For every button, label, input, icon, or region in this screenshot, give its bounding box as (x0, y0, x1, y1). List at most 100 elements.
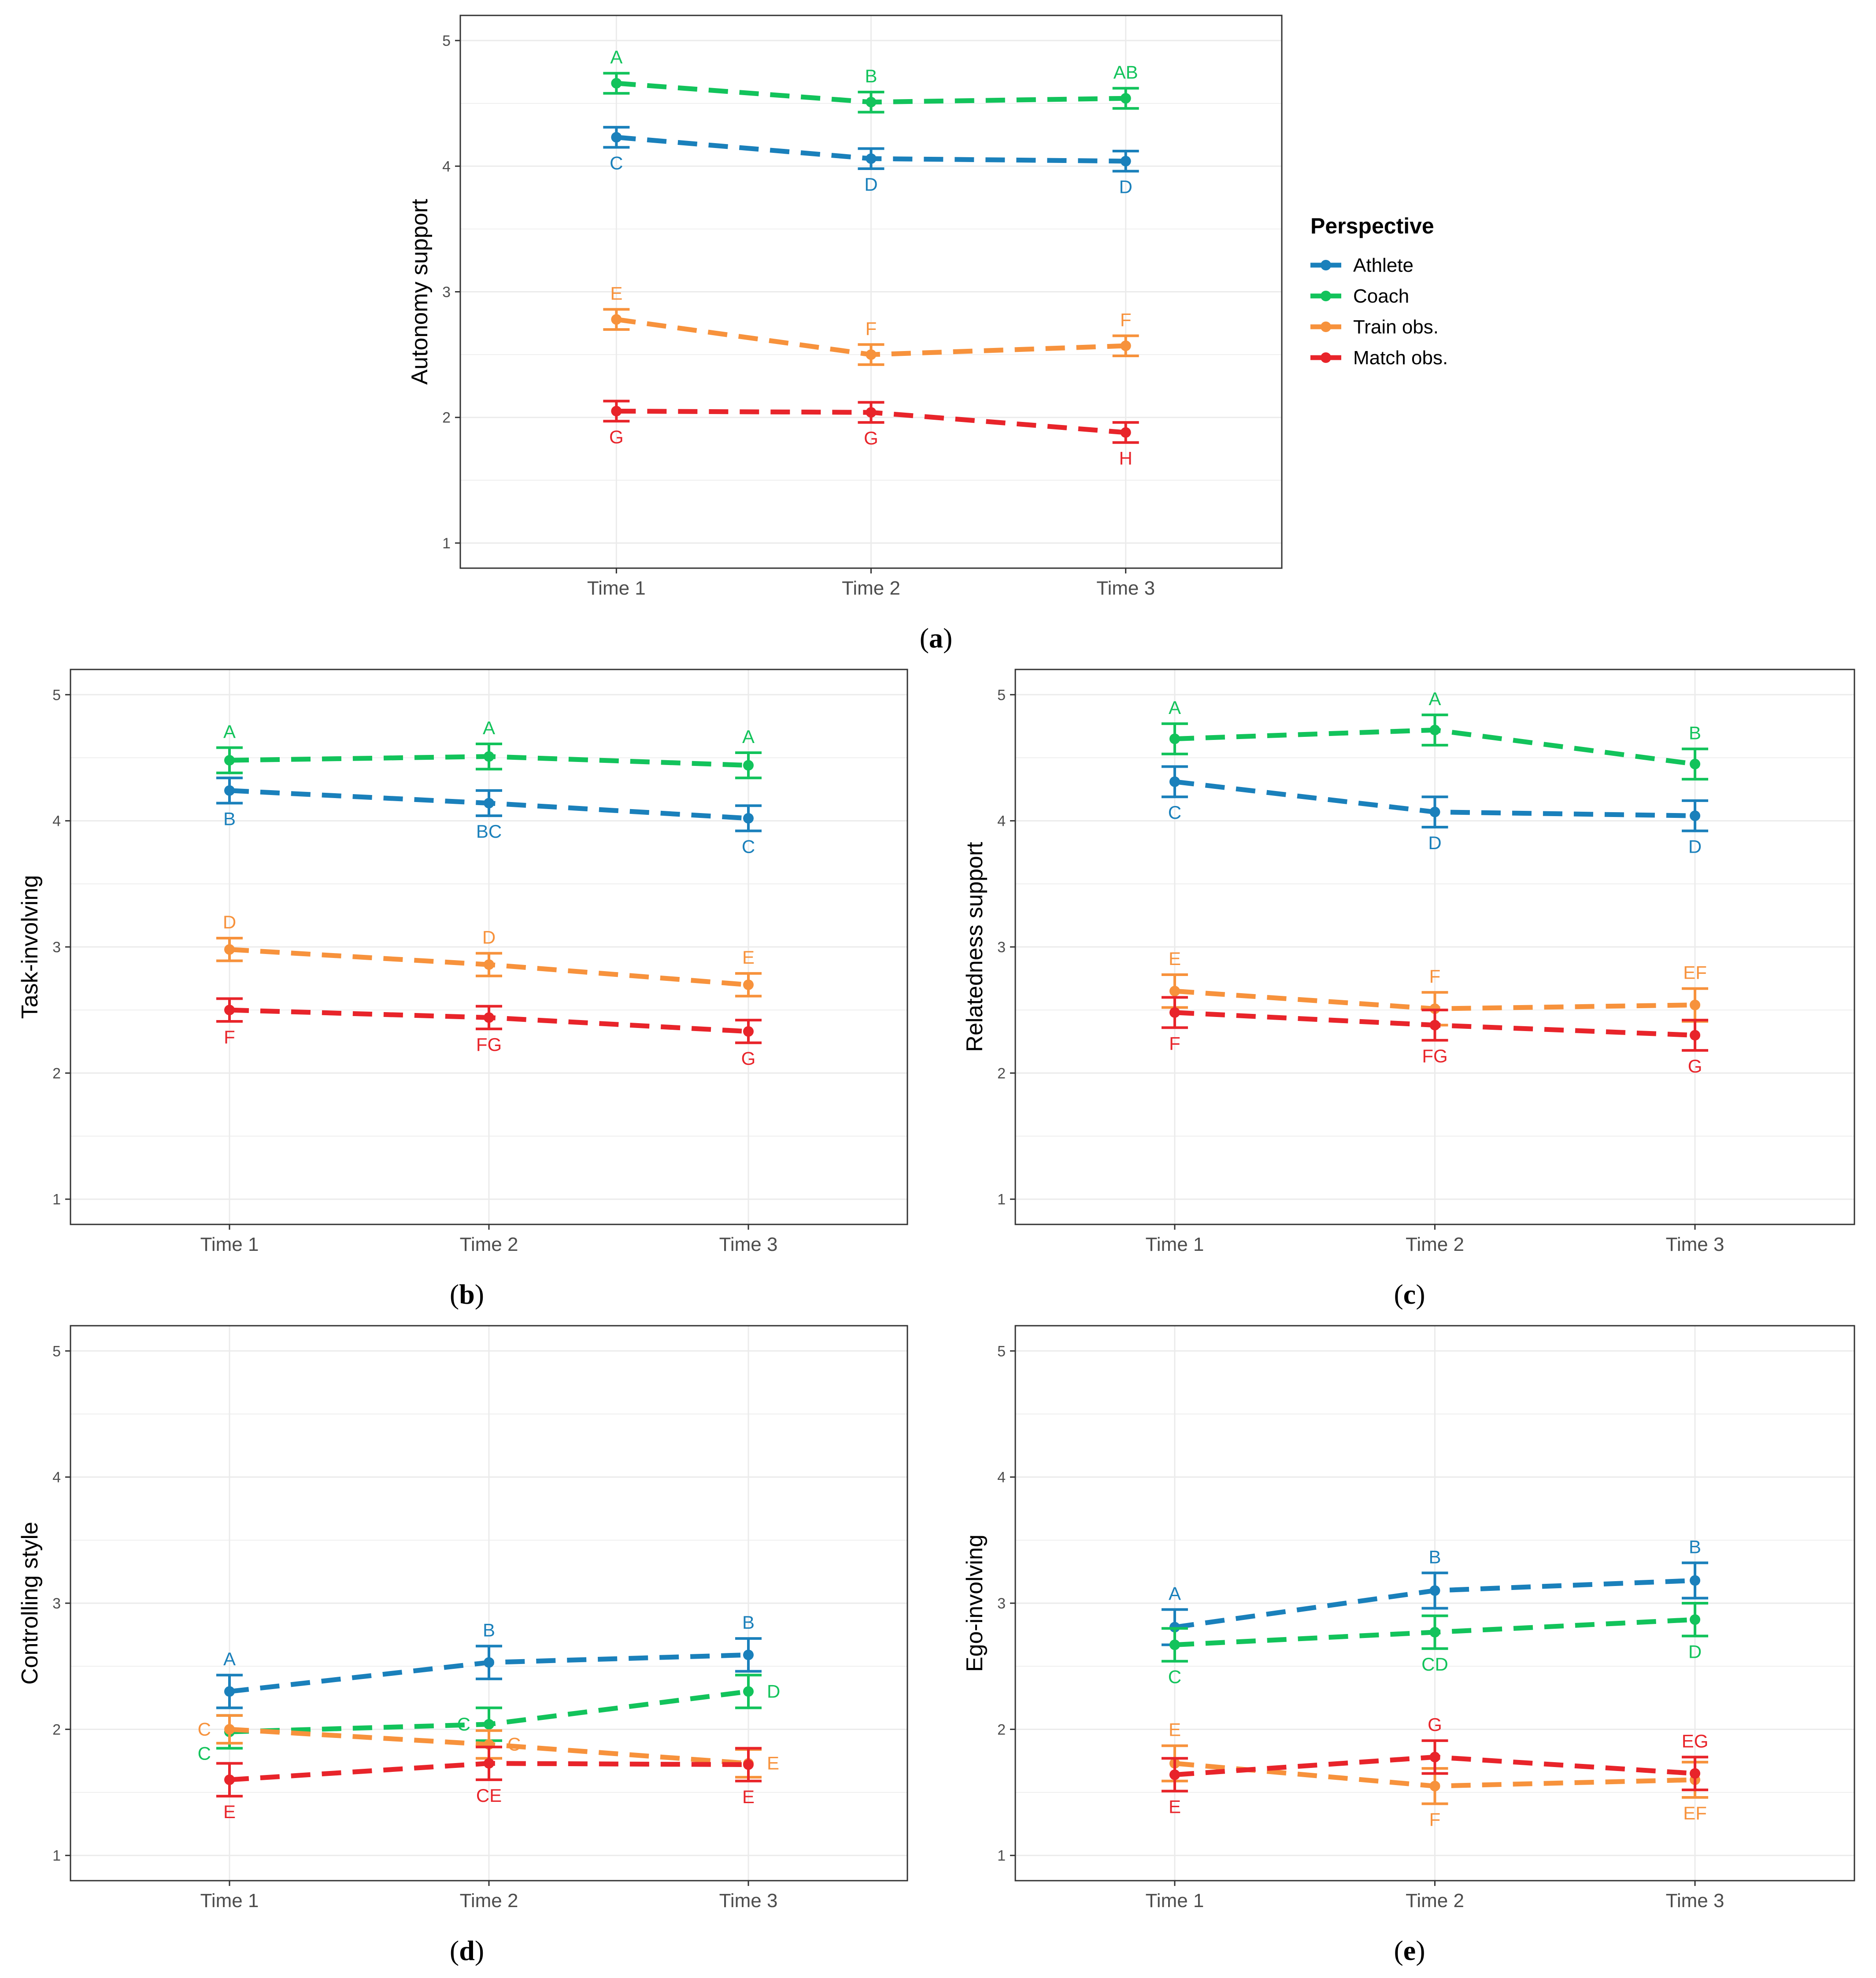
data-point (743, 813, 754, 824)
significance-letter: FG (1422, 1046, 1447, 1066)
significance-letter: A (223, 721, 236, 742)
significance-letter: F (1429, 1809, 1441, 1830)
panel-caption: (d) (450, 1935, 484, 1966)
data-point (1690, 999, 1701, 1010)
data-point (484, 959, 494, 970)
legend-key-point (1321, 260, 1331, 270)
data-point (743, 760, 754, 771)
significance-letter: CE (476, 1785, 502, 1806)
y-tick-label: 3 (52, 1595, 61, 1612)
significance-letter: B (483, 1619, 495, 1640)
x-tick-label: Time 2 (842, 577, 900, 599)
data-point (484, 798, 494, 809)
caption-letter: d (459, 1935, 475, 1966)
data-point (1169, 1639, 1180, 1650)
caption-letter: e (1403, 1935, 1416, 1966)
significance-letter: EF (1683, 962, 1707, 983)
data-point (743, 979, 754, 990)
caption-open: ( (1394, 1279, 1403, 1310)
y-tick-label: 2 (52, 1065, 61, 1082)
significance-letter: F (1169, 1033, 1180, 1054)
significance-letter: G (1688, 1056, 1702, 1076)
y-tick-label: 4 (442, 158, 451, 175)
data-point (1429, 806, 1440, 817)
data-point (1169, 986, 1180, 997)
panel-a-autonomy-support: 1 2 3 4 5 Time 1 Time 2 Time 3 Autonomy support C… (407, 15, 1283, 654)
y-tick-label: 1 (442, 535, 451, 552)
data-point (224, 1686, 235, 1697)
caption-close: ) (1416, 1935, 1425, 1966)
data-point (866, 407, 877, 418)
data-point (224, 785, 235, 796)
y-tick-label: 4 (52, 813, 61, 830)
significance-letter: D (482, 927, 496, 947)
y-tick-label: 5 (442, 33, 451, 49)
significance-letter: F (866, 318, 877, 339)
significance-letter: D (223, 912, 236, 932)
significance-letter: A (1169, 1583, 1181, 1604)
series-train: E F F (603, 283, 1139, 366)
data-point (743, 1759, 754, 1770)
significance-letter: E (742, 1786, 755, 1807)
data-point (484, 1758, 494, 1769)
series-match: E CE E (216, 1745, 762, 1822)
data-point (866, 153, 877, 164)
significance-letter: H (1119, 448, 1132, 469)
data-point (743, 1649, 754, 1660)
y-tick-label: 1 (52, 1848, 61, 1864)
significance-letter: C (742, 836, 755, 857)
y-axis-title: Autonomy support (407, 199, 433, 385)
y-axis-title: Ego-involving (962, 1534, 988, 1672)
significance-letter: D (864, 174, 877, 195)
x-tick-label: Time 1 (587, 577, 646, 599)
significance-letter: C (1168, 1667, 1181, 1687)
significance-letter: D (1688, 1641, 1702, 1662)
x-tick-label: Time 2 (460, 1234, 518, 1255)
data-point (224, 1724, 235, 1735)
panel-caption: (e) (1394, 1935, 1425, 1966)
data-point (611, 314, 622, 325)
y-tick-label: 5 (997, 687, 1006, 703)
series-coach: A A B (1161, 688, 1709, 781)
data-point (1690, 1575, 1701, 1586)
data-point (1690, 1030, 1701, 1041)
legend-label: Train obs. (1353, 316, 1439, 338)
significance-letter: AB (1114, 62, 1138, 82)
significance-letter: C (1168, 802, 1181, 823)
significance-letter: E (1169, 1719, 1181, 1740)
significance-letter: A (223, 1649, 236, 1669)
data-point (743, 1026, 754, 1037)
caption-open: ( (450, 1935, 459, 1966)
significance-letter: D (1428, 832, 1441, 853)
significance-letter: C (507, 1734, 521, 1755)
significance-letter: EG (1682, 1730, 1709, 1751)
data-point (1429, 1752, 1440, 1763)
x-tick-label: Time 2 (1406, 1890, 1464, 1911)
data-point (224, 1005, 235, 1016)
significance-letter: A (483, 717, 495, 738)
y-tick-label: 5 (997, 1343, 1006, 1360)
legend-label: Coach (1353, 285, 1409, 307)
panel-caption: (c) (1394, 1279, 1425, 1310)
caption-open: ( (450, 1279, 459, 1310)
caption-close: ) (1416, 1279, 1425, 1310)
significance-letter: G (864, 428, 878, 448)
significance-letter: B (223, 809, 236, 829)
significance-letter: C (457, 1714, 470, 1734)
legend-title: Perspective (1310, 214, 1434, 238)
significance-letter: A (610, 47, 622, 67)
data-point (1690, 810, 1701, 821)
y-tick-label: 1 (997, 1848, 1006, 1864)
legend-key-point (1321, 291, 1331, 301)
significance-letter: CD (1421, 1654, 1448, 1675)
panel-d-controlling-style: 1 2 3 4 5 Time 1 Time 2 Time 3 Controlling style… (17, 1325, 908, 1966)
caption-letter: a (929, 622, 943, 654)
y-tick-label: 4 (52, 1469, 61, 1486)
data-point (1169, 733, 1180, 744)
data-point (484, 1657, 494, 1668)
y-tick-label: 1 (52, 1191, 61, 1208)
data-point (484, 1012, 494, 1023)
series-coach: AB AB (603, 47, 1139, 114)
